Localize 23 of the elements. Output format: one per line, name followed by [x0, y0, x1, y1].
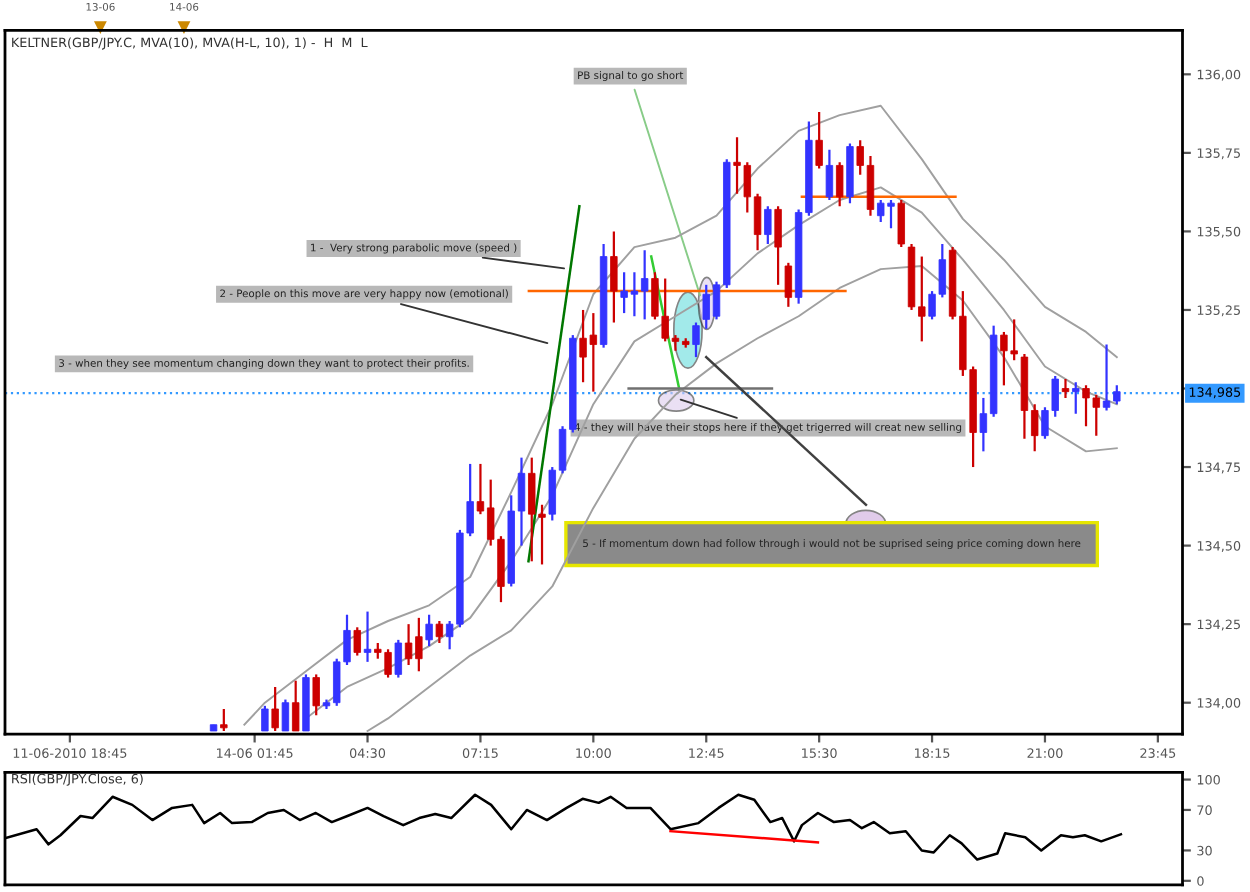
candlestick [425, 613, 433, 648]
candlestick [261, 704, 269, 733]
candlestick [835, 161, 844, 208]
candlestick [692, 321, 700, 359]
candlestick [784, 261, 793, 308]
candlestick [1072, 381, 1080, 415]
candlestick [610, 230, 618, 324]
candlestick [774, 205, 782, 286]
candlestick [897, 198, 905, 249]
candlestick [312, 673, 320, 717]
candlestick [825, 148, 834, 202]
candlestick [764, 205, 772, 246]
line-series [366, 265, 1118, 732]
candlestick [363, 610, 372, 663]
candlestick [394, 638, 403, 679]
candlestick [291, 679, 300, 733]
candlestick [281, 698, 290, 733]
candlestick [271, 685, 279, 733]
candlestick [435, 619, 444, 645]
candlestick [353, 626, 361, 657]
candlestick [220, 707, 228, 733]
candlestick [815, 110, 823, 170]
candlestick [1061, 377, 1070, 400]
